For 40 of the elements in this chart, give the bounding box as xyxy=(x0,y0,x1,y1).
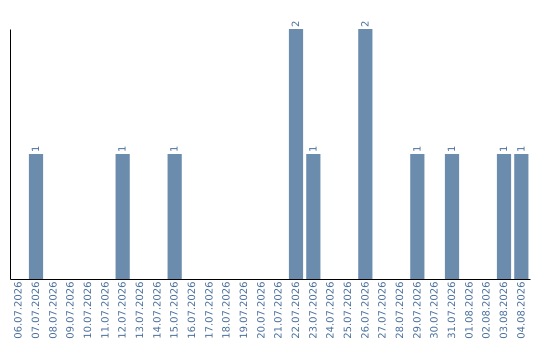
x-tick-label: 30.07.2026 xyxy=(430,282,441,339)
data-label: 1 xyxy=(308,146,320,152)
x-tick-label: 19.07.2026 xyxy=(239,282,250,339)
data-label: 1 xyxy=(118,146,129,152)
x-tick-label: 12.07.2026 xyxy=(118,282,129,339)
x-tick-label: 03.08.2026 xyxy=(499,282,510,339)
x-tick-label: 21.07.2026 xyxy=(274,282,285,339)
x-tick-label: 27.07.2026 xyxy=(378,282,389,339)
x-tick-label: 02.08.2026 xyxy=(482,282,493,339)
x-tick-label: 25.07.2026 xyxy=(343,282,354,339)
x-tick-label: 04.08.2026 xyxy=(516,282,528,339)
x-tick-label: 20.07.2026 xyxy=(256,282,268,339)
x-tick-label: 15.07.2026 xyxy=(170,282,181,339)
data-label: 1 xyxy=(31,146,42,152)
x-tick-label: 22.07.2026 xyxy=(291,282,302,339)
x-tick-label: 29.07.2026 xyxy=(412,282,424,339)
x-tick-label: 23.07.2026 xyxy=(308,282,320,339)
data-label: 2 xyxy=(360,20,372,27)
x-tick-label: 18.07.2026 xyxy=(222,282,233,339)
x-tick-label: 11.07.2026 xyxy=(100,282,112,339)
x-tick-label: 07.07.2026 xyxy=(31,282,42,339)
x-tick-label: 06.07.2026 xyxy=(14,282,25,339)
x-tick-label: 17.07.2026 xyxy=(204,282,216,339)
data-label: 1 xyxy=(447,146,458,152)
x-tick-label: 13.07.2026 xyxy=(135,282,146,339)
x-tick-label: 24.07.2026 xyxy=(326,282,337,339)
data-label: 1 xyxy=(412,146,424,152)
x-tick-label: 10.07.2026 xyxy=(83,282,94,339)
data-label: 1 xyxy=(170,146,181,152)
x-tick-label: 08.07.2026 xyxy=(48,282,60,339)
x-tick-label: 31.07.2026 xyxy=(447,282,458,339)
x-tick-label: 01.08.2026 xyxy=(464,282,476,339)
x-tick-label: 14.07.2026 xyxy=(152,282,164,339)
x-tick-label: 26.07.2026 xyxy=(360,282,372,339)
x-tick-label: 28.07.2026 xyxy=(395,282,406,339)
data-label: 2 xyxy=(291,20,302,27)
data-label: 1 xyxy=(516,146,528,152)
x-tick-label: 09.07.2026 xyxy=(66,282,77,339)
data-label: 1 xyxy=(499,146,510,152)
x-tick-label: 16.07.2026 xyxy=(187,282,198,339)
